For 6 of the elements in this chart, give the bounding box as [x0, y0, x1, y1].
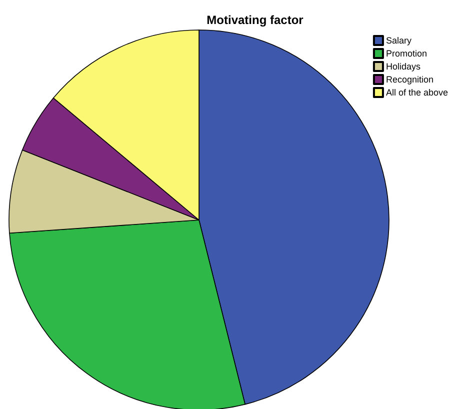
legend-label: All of the above	[386, 88, 448, 98]
legend-label: Promotion	[386, 48, 427, 58]
chart-title: Motivating factor	[206, 13, 304, 27]
legend-label: Salary	[386, 36, 412, 46]
legend-label: Recognition	[386, 74, 434, 84]
legend-label: Holidays	[386, 62, 421, 72]
